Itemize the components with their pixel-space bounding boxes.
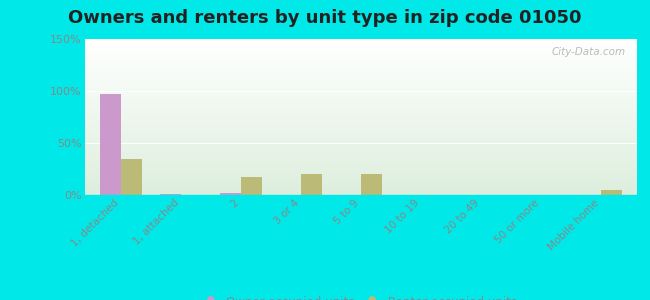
Bar [84, 111, 637, 113]
Bar [84, 162, 637, 164]
Bar [84, 156, 637, 158]
Bar [84, 43, 637, 45]
Bar [84, 58, 637, 60]
Bar [84, 88, 637, 90]
Bar [84, 177, 637, 179]
Bar [84, 131, 637, 133]
Bar [84, 172, 637, 173]
Bar [84, 51, 637, 53]
Bar [84, 41, 637, 43]
Bar [84, 181, 637, 183]
Bar [84, 66, 637, 68]
Bar [84, 61, 637, 62]
Bar [84, 86, 637, 88]
Bar [84, 84, 637, 86]
Bar [84, 136, 637, 138]
Bar [84, 166, 637, 168]
Bar [84, 90, 637, 92]
Bar [84, 139, 637, 140]
Bar [120, 159, 142, 195]
Bar [301, 174, 322, 195]
Bar [159, 194, 181, 195]
Bar [84, 170, 637, 172]
Bar [84, 109, 637, 111]
Bar [84, 191, 637, 193]
Bar [84, 140, 637, 142]
Bar [84, 101, 637, 103]
Bar [84, 49, 637, 51]
Bar [84, 82, 637, 84]
Bar [84, 129, 637, 130]
Bar [84, 158, 637, 160]
Bar [84, 76, 637, 78]
Bar [84, 121, 637, 123]
Bar [84, 115, 637, 117]
Bar [84, 148, 637, 150]
Bar [84, 168, 637, 170]
Bar [84, 74, 637, 76]
Bar [84, 183, 637, 185]
Bar [84, 142, 637, 144]
Bar [84, 78, 637, 80]
Bar [84, 144, 637, 146]
Bar [84, 133, 637, 134]
Bar [361, 174, 382, 195]
Bar [84, 80, 637, 82]
Bar [84, 117, 637, 119]
Text: City-Data.com: City-Data.com [552, 47, 626, 57]
Bar [601, 190, 622, 195]
Bar [84, 127, 637, 129]
Bar [84, 160, 637, 162]
Bar [84, 164, 637, 166]
Bar [84, 94, 637, 95]
Bar [84, 119, 637, 121]
Bar [84, 125, 637, 127]
Bar [84, 152, 637, 154]
Bar [84, 123, 637, 125]
Bar [220, 193, 240, 195]
Bar [84, 99, 637, 101]
Bar [84, 146, 637, 148]
Bar [84, 105, 637, 107]
Bar [84, 179, 637, 181]
Bar [84, 134, 637, 136]
Bar [84, 176, 637, 177]
Text: Owners and renters by unit type in zip code 01050: Owners and renters by unit type in zip c… [68, 9, 582, 27]
Bar [84, 62, 637, 64]
Bar [84, 47, 637, 49]
Bar [84, 154, 637, 156]
Bar [84, 95, 637, 98]
Legend: Owner occupied units, Renter occupied units: Owner occupied units, Renter occupied un… [200, 291, 521, 300]
Bar [84, 150, 637, 152]
Bar [84, 64, 637, 66]
Bar [84, 103, 637, 105]
Bar [84, 173, 637, 175]
Bar [99, 94, 120, 195]
Bar [84, 187, 637, 189]
Bar [84, 39, 637, 41]
Bar [240, 177, 262, 195]
Bar [84, 55, 637, 56]
Bar [84, 189, 637, 191]
Bar [84, 72, 637, 74]
Bar [84, 185, 637, 187]
Bar [84, 193, 637, 195]
Bar [84, 107, 637, 109]
Bar [84, 45, 637, 47]
Bar [84, 113, 637, 115]
Bar [84, 68, 637, 70]
Bar [84, 56, 637, 58]
Bar [84, 92, 637, 94]
Bar [84, 53, 637, 55]
Bar [84, 98, 637, 99]
Bar [84, 70, 637, 72]
